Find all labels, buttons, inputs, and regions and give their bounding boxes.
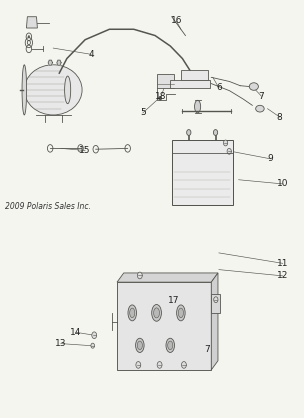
Circle shape [223, 140, 228, 146]
Text: 2009 Polaris Sales Inc.: 2009 Polaris Sales Inc. [5, 202, 91, 212]
Text: 7: 7 [204, 345, 209, 354]
Text: 5: 5 [140, 108, 146, 117]
Circle shape [187, 130, 191, 135]
Ellipse shape [24, 65, 82, 115]
FancyBboxPatch shape [170, 80, 210, 88]
Ellipse shape [22, 65, 27, 115]
Ellipse shape [177, 305, 185, 321]
Ellipse shape [195, 100, 201, 113]
Text: 17: 17 [168, 296, 179, 306]
Polygon shape [57, 60, 61, 65]
Circle shape [181, 362, 186, 368]
Ellipse shape [136, 338, 144, 352]
Ellipse shape [130, 308, 135, 318]
Text: 6: 6 [216, 83, 222, 92]
Circle shape [213, 130, 218, 135]
Ellipse shape [64, 76, 71, 104]
Text: 4: 4 [88, 50, 94, 59]
Circle shape [92, 332, 97, 339]
Circle shape [28, 36, 30, 38]
Circle shape [91, 343, 95, 348]
FancyBboxPatch shape [172, 140, 233, 205]
FancyBboxPatch shape [211, 293, 220, 313]
Circle shape [136, 362, 141, 368]
Text: 7: 7 [259, 92, 264, 101]
Ellipse shape [166, 338, 174, 352]
Text: 16: 16 [171, 16, 182, 25]
Ellipse shape [249, 83, 258, 90]
Ellipse shape [128, 305, 136, 321]
Polygon shape [48, 60, 52, 65]
Circle shape [214, 297, 218, 303]
Text: 11: 11 [277, 259, 288, 268]
Text: 14: 14 [70, 328, 82, 337]
Ellipse shape [178, 308, 183, 318]
Text: 13: 13 [55, 339, 67, 348]
Circle shape [157, 362, 162, 368]
FancyBboxPatch shape [181, 70, 208, 80]
Polygon shape [211, 273, 218, 370]
Ellipse shape [154, 308, 160, 318]
Circle shape [137, 272, 142, 279]
Polygon shape [117, 273, 218, 282]
Ellipse shape [168, 341, 173, 349]
Ellipse shape [256, 105, 264, 112]
Ellipse shape [137, 341, 142, 349]
Text: 12: 12 [277, 271, 288, 280]
Ellipse shape [152, 304, 161, 321]
FancyBboxPatch shape [117, 282, 211, 370]
Circle shape [227, 148, 231, 154]
Text: 15: 15 [79, 146, 91, 155]
Polygon shape [26, 17, 37, 28]
FancyBboxPatch shape [157, 74, 174, 88]
Text: 9: 9 [268, 154, 273, 163]
Text: 10: 10 [277, 179, 288, 189]
Circle shape [159, 96, 162, 100]
Text: 8: 8 [277, 112, 282, 122]
Text: 18: 18 [155, 92, 167, 101]
